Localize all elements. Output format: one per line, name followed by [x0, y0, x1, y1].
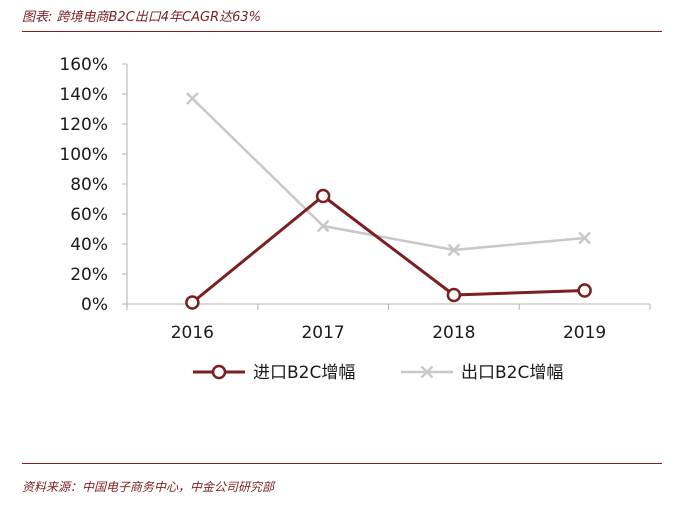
series-export	[185, 92, 592, 257]
x-tick-label: 2019	[563, 323, 606, 343]
y-tick-label: 40%	[70, 235, 108, 255]
y-tick-label: 120%	[59, 115, 108, 135]
series-line	[191, 97, 585, 252]
y-tick-label: 140%	[59, 85, 108, 105]
marker-stroke	[185, 92, 199, 105]
x-tick-label: 2018	[432, 323, 475, 343]
data-point	[447, 243, 461, 257]
marker-stroke	[316, 219, 330, 233]
source-note: 资料来源：中国电子商务中心，中金公司研究部	[22, 480, 275, 494]
legend-marker	[420, 365, 434, 379]
line-chart: 0%20%40%60%80%100%120%140%160% 2016 2017 2…	[59, 55, 651, 383]
chart-panel: 0% 20% 40% 60% 80% 100% 120% 140% 160% 2016 2017 2…	[22, 33, 662, 460]
legend-label: 出口B2C增幅	[461, 363, 563, 383]
marker-stroke	[578, 231, 592, 245]
x-axis: 2016 2017 2018 2019	[126, 303, 651, 343]
data-point	[577, 283, 592, 298]
y-axis: 0% 20% 40% 60% 80% 100% 120% 140% 160%	[59, 55, 128, 315]
series-import	[185, 188, 592, 310]
legend-marker	[211, 364, 227, 380]
data-point	[316, 219, 330, 233]
y-tick-label: 100%	[59, 145, 108, 165]
x-tick-label: 2016	[171, 323, 214, 343]
legend-item-export: 出口B2C增幅	[401, 363, 563, 383]
data-point	[578, 231, 592, 245]
y-tick-label: 0%	[81, 295, 108, 315]
legend: 进口B2C增幅 出口B2C增幅	[193, 363, 563, 383]
data-point	[446, 287, 462, 303]
top-divider	[22, 31, 662, 32]
series-line	[191, 194, 585, 304]
data-point	[185, 295, 200, 310]
marker-stroke	[447, 243, 461, 257]
y-tick-label: 60%	[70, 205, 108, 225]
data-point	[315, 188, 331, 204]
figure-title: 图表: 跨境电商B2C出口4年CAGR达63%	[22, 10, 262, 25]
legend-item-import: 进口B2C增幅	[193, 363, 355, 383]
y-tick-label: 160%	[59, 55, 108, 75]
data-point	[185, 92, 199, 105]
x-tick-label: 2017	[301, 323, 344, 343]
bottom-divider	[22, 463, 662, 464]
legend-label: 进口B2C增幅	[253, 363, 355, 383]
y-tick-label: 20%	[70, 265, 108, 285]
series-layer	[185, 92, 592, 310]
y-tick-label: 80%	[70, 175, 108, 195]
